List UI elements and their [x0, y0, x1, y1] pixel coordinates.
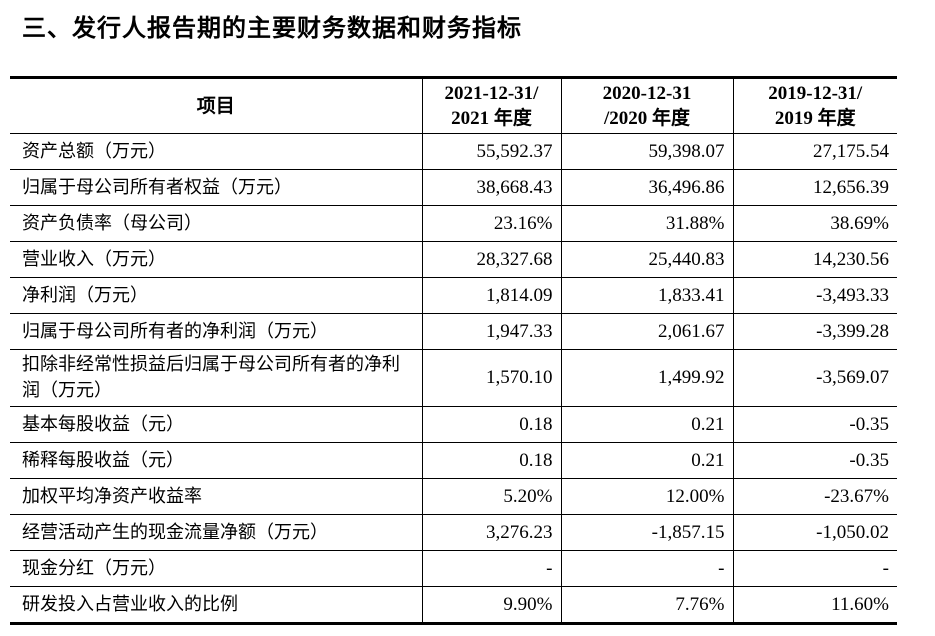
cell-value: 0.18 — [421, 442, 562, 479]
cell-value: 12,656.39 — [732, 169, 897, 206]
row-label: 净利润（万元） — [10, 277, 423, 314]
cell-value: 0.21 — [560, 442, 734, 479]
cell-value: 31.88% — [560, 205, 734, 242]
cell-value: -1,857.15 — [560, 514, 734, 551]
header-item: 项目 — [10, 77, 423, 134]
financial-data-table: 项目 2021-12-31/2021 年度 2020-12-31/2020 年度… — [10, 76, 897, 625]
table-row: 基本每股收益（元） 0.18 0.21 -0.35 — [10, 406, 897, 443]
cell-value: -0.35 — [732, 442, 897, 479]
cell-value: 38,668.43 — [421, 169, 562, 206]
table-row: 净利润（万元） 1,814.09 1,833.41 -3,493.33 — [10, 277, 897, 314]
cell-value: 12.00% — [560, 478, 734, 515]
cell-value: 0.18 — [421, 406, 562, 443]
cell-value: - — [732, 550, 897, 587]
cell-value: 1,499.92 — [560, 349, 734, 407]
row-label: 加权平均净资产收益率 — [10, 478, 423, 515]
cell-value: 1,833.41 — [560, 277, 734, 314]
table-row: 研发投入占营业收入的比例 9.90% 7.76% 11.60% — [10, 586, 897, 624]
header-2019: 2019-12-31/2019 年度 — [732, 77, 897, 134]
cell-value: - — [560, 550, 734, 587]
cell-value: -0.35 — [732, 406, 897, 443]
row-label: 资产负债率（母公司） — [10, 205, 423, 242]
cell-value: 7.76% — [560, 586, 734, 624]
table-row: 经营活动产生的现金流量净额（万元） 3,276.23 -1,857.15 -1,050… — [10, 514, 897, 551]
cell-value: 3,276.23 — [421, 514, 562, 551]
cell-value: 14,230.56 — [732, 241, 897, 278]
section-title: 三、发行人报告期的主要财务数据和财务指标 — [22, 14, 522, 42]
row-label: 营业收入（万元） — [10, 241, 423, 278]
cell-value: 5.20% — [421, 478, 562, 515]
table-row: 资产总额（万元） 55,592.37 59,398.07 27,175.54 — [10, 133, 897, 170]
cell-value: -3,493.33 — [732, 277, 897, 314]
cell-value: 9.90% — [421, 586, 562, 624]
cell-value: 1,814.09 — [421, 277, 562, 314]
cell-value: 0.21 — [560, 406, 734, 443]
cell-value: 38.69% — [732, 205, 897, 242]
cell-value: - — [421, 550, 562, 587]
cell-value: 11.60% — [732, 586, 897, 624]
table-row: 归属于母公司所有者权益（万元） 38,668.43 36,496.86 12,656.… — [10, 169, 897, 206]
cell-value: -1,050.02 — [732, 514, 897, 551]
table-row: 资产负债率（母公司） 23.16% 31.88% 38.69% — [10, 205, 897, 242]
row-label: 归属于母公司所有者权益（万元） — [10, 169, 423, 206]
cell-value: 25,440.83 — [560, 241, 734, 278]
cell-value: -3,399.28 — [732, 313, 897, 350]
header-2020: 2020-12-31/2020 年度 — [560, 77, 734, 134]
cell-value: 27,175.54 — [732, 133, 897, 170]
cell-value: 1,570.10 — [421, 349, 562, 407]
table-row: 营业收入（万元） 28,327.68 25,440.83 14,230.56 — [10, 241, 897, 278]
row-label: 现金分红（万元） — [10, 550, 423, 587]
table-row: 加权平均净资产收益率 5.20% 12.00% -23.67% — [10, 478, 897, 515]
row-label: 资产总额（万元） — [10, 133, 423, 170]
row-label: 归属于母公司所有者的净利润（万元） — [10, 313, 423, 350]
row-label: 稀释每股收益（元） — [10, 442, 423, 479]
table-row: 稀释每股收益（元） 0.18 0.21 -0.35 — [10, 442, 897, 479]
cell-value: -23.67% — [732, 478, 897, 515]
row-label: 经营活动产生的现金流量净额（万元） — [10, 514, 423, 551]
cell-value: 23.16% — [421, 205, 562, 242]
cell-value: 59,398.07 — [560, 133, 734, 170]
cell-value: 55,592.37 — [421, 133, 562, 170]
table-row: 归属于母公司所有者的净利润（万元） 1,947.33 2,061.67 -3,399.… — [10, 313, 897, 350]
cell-value: -3,569.07 — [732, 349, 897, 407]
header-2021: 2021-12-31/2021 年度 — [421, 77, 562, 134]
cell-value: 2,061.67 — [560, 313, 734, 350]
row-label: 扣除非经常性损益后归属于母公司所有者的净利润（万元） — [10, 349, 423, 407]
table-header-row: 项目 2021-12-31/2021 年度 2020-12-31/2020 年度… — [10, 77, 897, 134]
table-row: 现金分红（万元） - - - — [10, 550, 897, 587]
cell-value: 36,496.86 — [560, 169, 734, 206]
table-row: 扣除非经常性损益后归属于母公司所有者的净利润（万元） 1,570.10 1,499.… — [10, 349, 897, 407]
cell-value: 1,947.33 — [421, 313, 562, 350]
row-label: 研发投入占营业收入的比例 — [10, 586, 423, 624]
cell-value: 28,327.68 — [421, 241, 562, 278]
row-label: 基本每股收益（元） — [10, 406, 423, 443]
